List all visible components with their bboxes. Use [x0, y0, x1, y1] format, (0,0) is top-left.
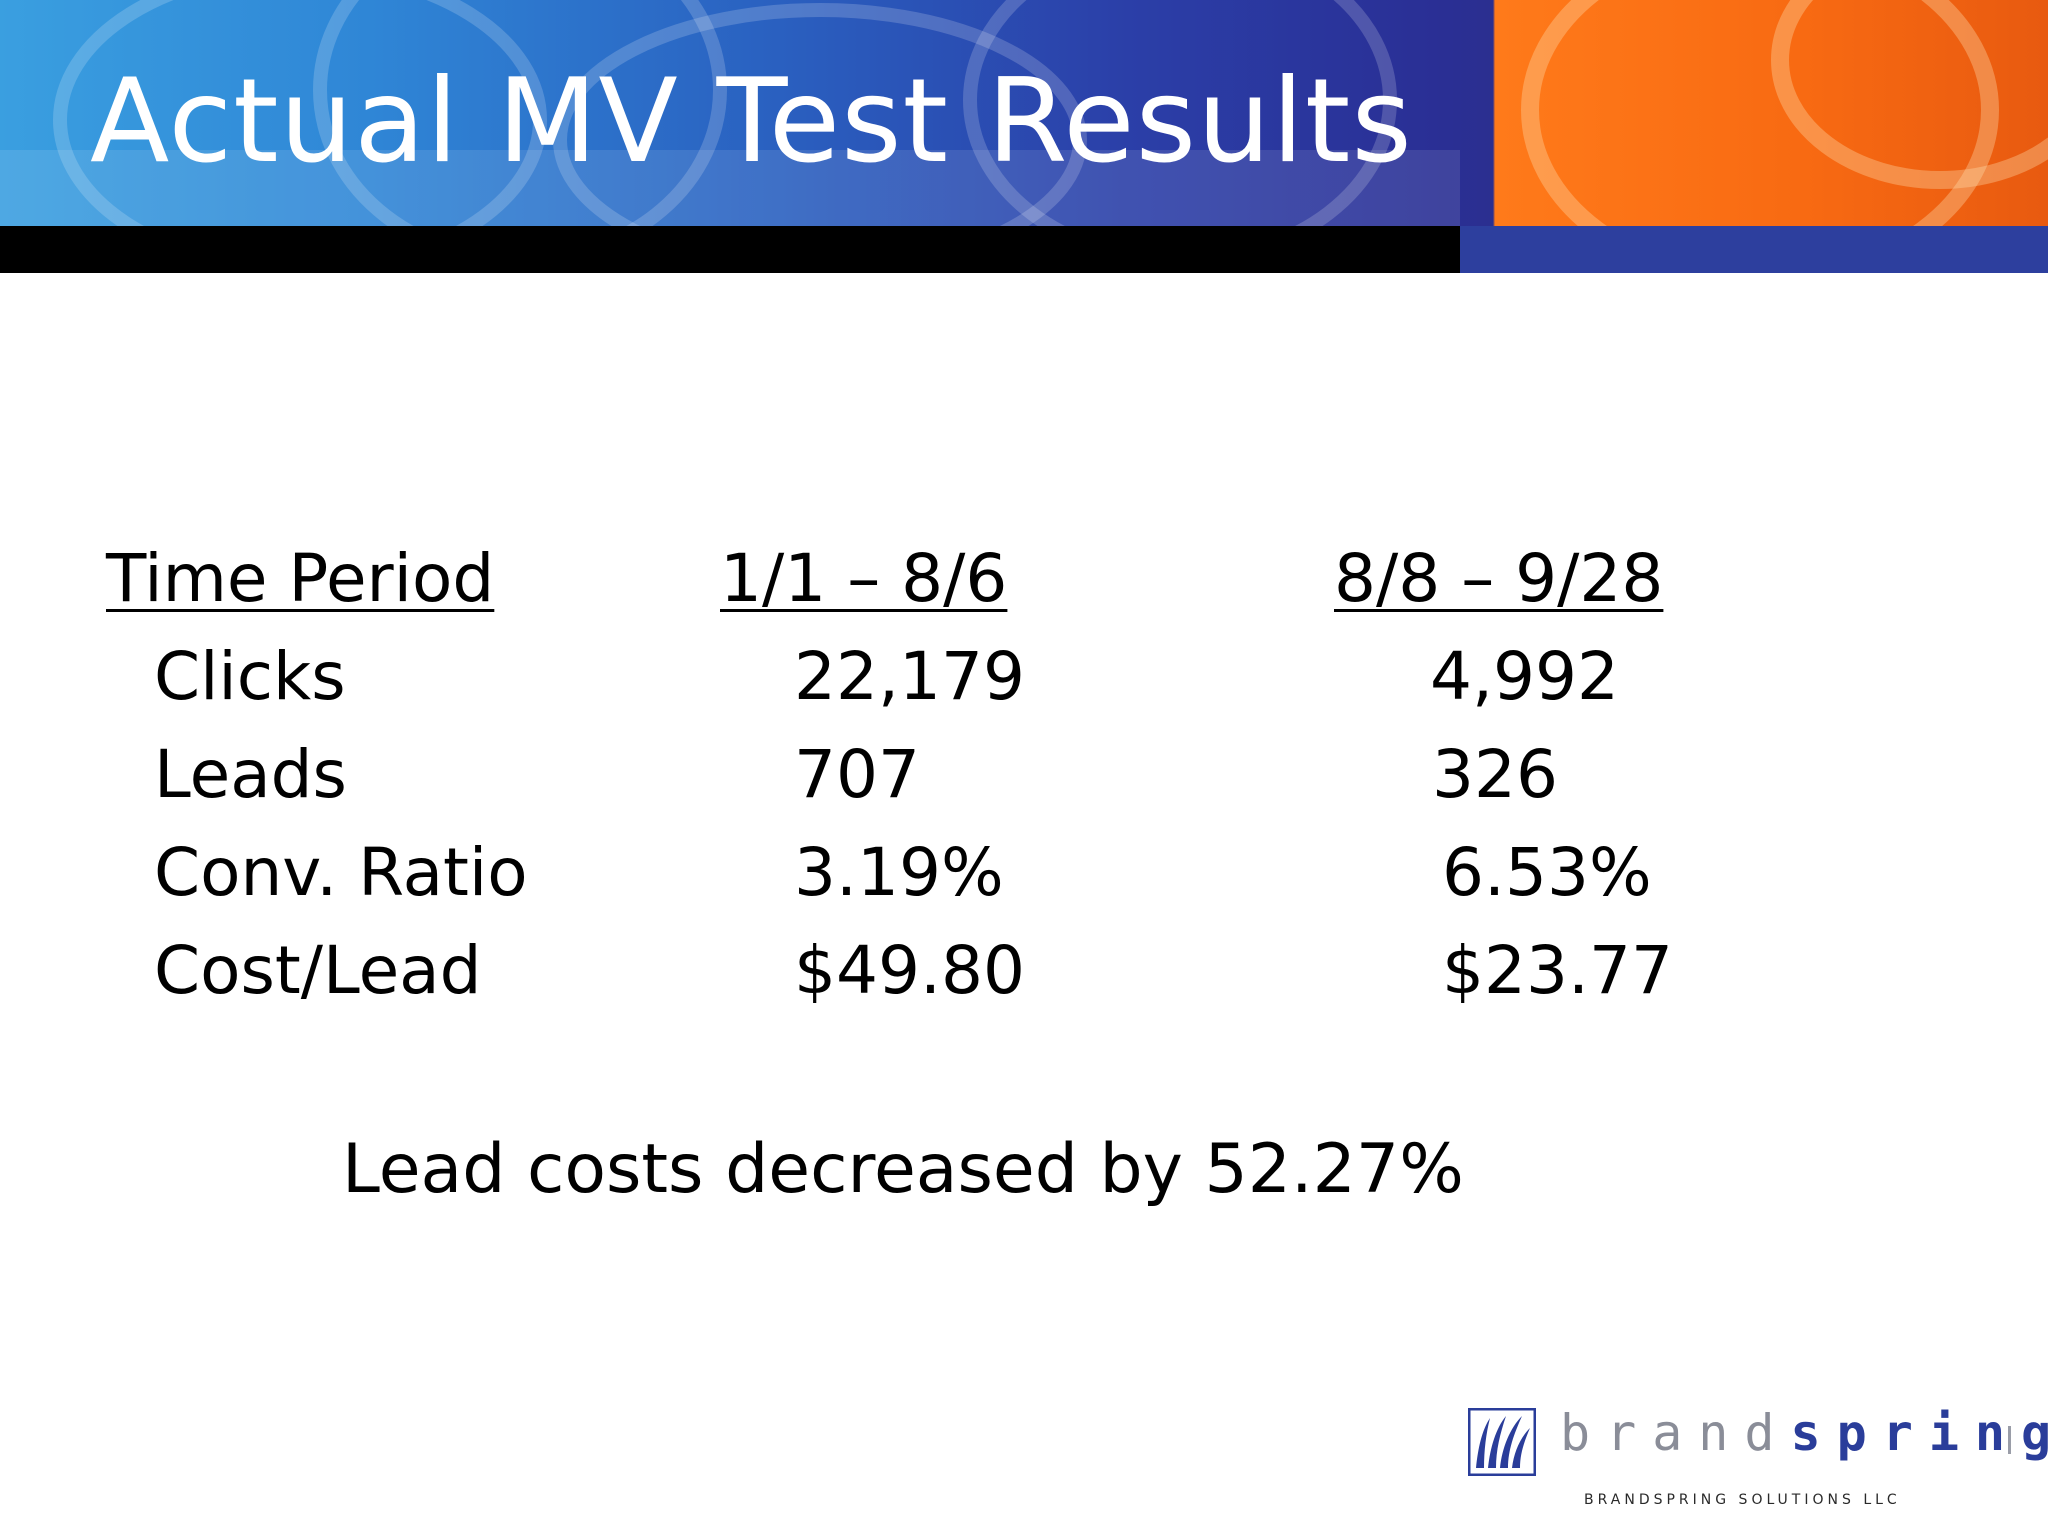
logo-divider: [2008, 1426, 2011, 1454]
conv-ratio-period-1: 3.19%: [794, 834, 1004, 911]
slide-title: Actual MV Test Results: [90, 54, 1413, 189]
brandspring-wordmark: brandspring: [1560, 1404, 2048, 1462]
header-divider-blue: [1460, 226, 2048, 273]
header-period-2: 8/8 – 9/28: [1334, 540, 1664, 617]
row-label-clicks: Clicks: [154, 638, 346, 715]
clicks-period-2: 4,992: [1430, 638, 1619, 715]
banner-decorative-art: [0, 0, 2048, 226]
cost-per-lead-period-2: $23.77: [1442, 932, 1673, 1009]
leads-period-1: 707: [794, 736, 920, 813]
brandspring-mark-icon: [1468, 1408, 1536, 1476]
header-time-period: Time Period: [106, 540, 495, 617]
row-label-conv-ratio: Conv. Ratio: [154, 834, 528, 911]
summary-text: Lead costs decreased by 52.27%: [342, 1130, 1464, 1209]
cost-per-lead-period-1: $49.80: [794, 932, 1025, 1009]
header-period-1: 1/1 – 8/6: [720, 540, 1008, 617]
conv-ratio-period-2: 6.53%: [1442, 834, 1652, 911]
clicks-period-1: 22,179: [794, 638, 1025, 715]
logo-subtitle: BRANDSPRING SOLUTIONS LLC: [1584, 1492, 1901, 1508]
row-label-cost-per-lead: Cost/Lead: [154, 932, 482, 1009]
leads-period-2: 326: [1432, 736, 1558, 813]
header-divider-black: [0, 226, 1460, 273]
row-label-leads: Leads: [154, 736, 347, 813]
header-banner: Actual MV Test Results: [0, 0, 2048, 226]
brandspring-logo: brandspring BRANDSPRING SOLUTIONS LLC: [1468, 1408, 2048, 1512]
